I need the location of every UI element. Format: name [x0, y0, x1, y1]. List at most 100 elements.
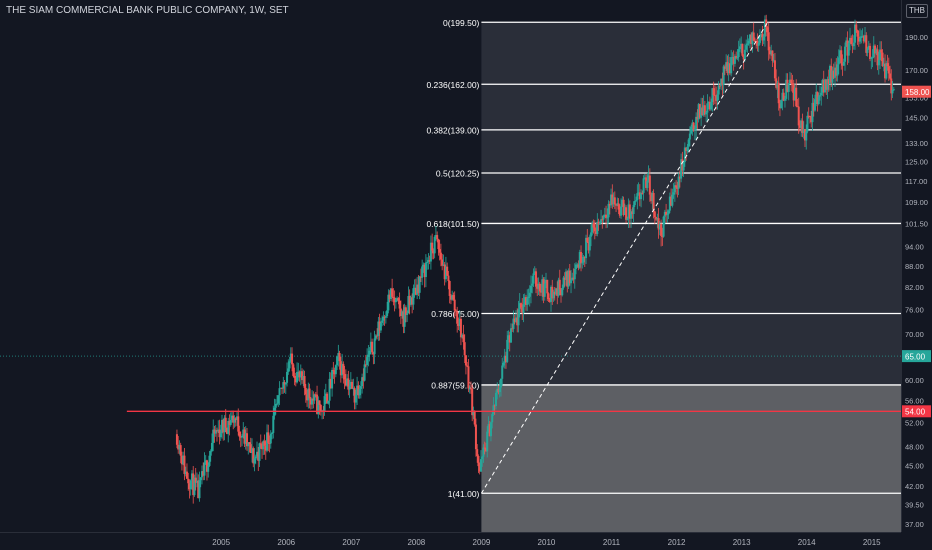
candle-body	[605, 214, 608, 219]
candle-body	[740, 43, 743, 47]
candle-body	[631, 211, 634, 215]
candle-body	[423, 264, 426, 278]
candle-body	[233, 418, 236, 423]
candle-body	[645, 177, 648, 188]
candle-body	[588, 236, 591, 251]
currency-badge[interactable]: THB	[906, 4, 928, 18]
candle-body	[562, 277, 565, 288]
candle-body	[282, 382, 285, 389]
candle-body	[215, 430, 218, 432]
candle-body	[870, 57, 873, 60]
candle-body	[431, 242, 434, 251]
candle-body	[492, 405, 495, 415]
candle-body	[443, 264, 446, 280]
candle-body	[511, 328, 514, 330]
candle-body	[721, 78, 724, 85]
candle-body	[597, 221, 600, 225]
candle-body	[319, 404, 322, 412]
candle-body	[797, 106, 800, 126]
candle-body	[482, 447, 485, 457]
candle-body	[862, 36, 865, 42]
candle-body	[711, 88, 714, 103]
candle-body	[368, 350, 371, 355]
candle-body	[602, 215, 605, 220]
candle-body	[501, 365, 504, 379]
candle-body	[205, 460, 208, 472]
candle-body	[381, 320, 384, 323]
candle-body	[296, 372, 299, 383]
candle-body	[212, 429, 215, 443]
candle-body	[855, 24, 858, 31]
candle-body	[831, 70, 834, 83]
horizontal-line-badge-bg	[902, 350, 931, 363]
candle-body	[782, 92, 785, 101]
candle-body	[778, 103, 781, 109]
candle-body	[369, 341, 372, 351]
candle-body	[735, 56, 738, 59]
horizontal-line-badge: 65.00	[905, 352, 926, 361]
fib-level-label: 0.236(162.00)	[426, 80, 479, 90]
candle-body	[882, 63, 885, 67]
candle-body	[646, 180, 649, 188]
candle-body	[874, 45, 877, 54]
candle-body	[477, 456, 480, 467]
candle-body	[866, 48, 869, 53]
candle-body	[635, 200, 638, 202]
candle-body	[521, 307, 524, 314]
candle-body	[889, 73, 892, 79]
candle-body	[551, 286, 554, 299]
candle-body	[608, 203, 611, 206]
candle-body	[678, 176, 681, 179]
candle-body	[203, 462, 206, 476]
candle-body	[411, 297, 414, 305]
candle-body	[286, 371, 289, 383]
x-tick-label: 2010	[538, 538, 556, 547]
candle-body	[864, 35, 867, 42]
candle-body	[675, 185, 678, 188]
candle-body	[514, 317, 517, 322]
candle-body	[524, 297, 527, 305]
candle-body	[473, 412, 476, 425]
candle-body	[712, 88, 715, 96]
candle-body	[748, 34, 751, 41]
candle-body	[269, 433, 272, 444]
candle-body	[737, 49, 740, 57]
candle-body	[656, 218, 659, 220]
candle-body	[509, 328, 512, 343]
candle-body	[394, 299, 397, 303]
y-tick-label: 76.00	[905, 306, 924, 315]
candle-body	[229, 420, 232, 425]
candle-body	[615, 204, 618, 206]
candle-body	[828, 65, 831, 85]
candle-body	[607, 203, 610, 218]
candle-body	[657, 218, 660, 230]
candle-body	[761, 33, 764, 41]
candle-body	[392, 296, 395, 298]
candle-body	[688, 133, 691, 140]
candle-body	[859, 38, 862, 42]
candle-body	[289, 353, 292, 362]
candle-body	[707, 101, 710, 104]
candle-body	[185, 471, 188, 479]
candle-body	[237, 416, 240, 432]
candle-body	[372, 352, 375, 355]
candle-body	[202, 471, 205, 476]
candle-body	[660, 224, 663, 236]
candle-body	[404, 307, 407, 315]
candle-body	[806, 115, 809, 132]
x-tick-label: 2008	[407, 538, 425, 547]
candle-body	[881, 52, 884, 67]
candle-body	[272, 415, 275, 433]
candle-body	[398, 300, 401, 309]
candle-body	[493, 405, 496, 407]
candle-body	[523, 297, 526, 305]
candle-body	[884, 63, 887, 79]
candle-body	[705, 112, 708, 115]
candle-body	[317, 400, 320, 414]
candle-body	[655, 217, 658, 220]
candle-body	[838, 50, 841, 58]
candle-body	[552, 291, 555, 299]
candle-body	[556, 288, 559, 296]
candle-body	[695, 116, 698, 129]
